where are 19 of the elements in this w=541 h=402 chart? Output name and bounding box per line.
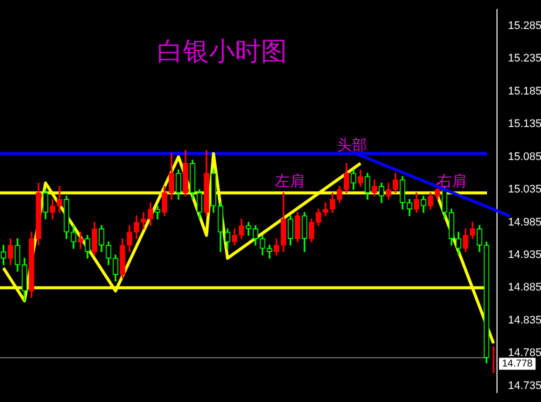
y-tick-label: 15.135 <box>508 118 541 130</box>
y-tick-label: 15.285 <box>508 20 541 32</box>
annotation: 左肩 <box>275 173 305 190</box>
y-tick-label: 15.235 <box>508 52 541 65</box>
ref-line-label: 14.778 <box>502 358 534 370</box>
y-tick-label: 14.835 <box>508 314 541 326</box>
y-tick-label: 15.085 <box>508 150 541 163</box>
y-tick-label: 14.935 <box>508 249 541 262</box>
y-tick-label: 15.185 <box>508 85 541 98</box>
annotation: 头部 <box>337 137 367 154</box>
y-tick-label: 14.985 <box>508 216 541 228</box>
text: 白银小时图 <box>157 36 287 66</box>
y-tick-label: 14.785 <box>508 347 541 360</box>
candlestick <box>56 186 62 213</box>
annotation: 右肩 <box>437 173 467 190</box>
y-tick-label: 15.035 <box>508 184 541 196</box>
y-tick-label: 14.885 <box>508 282 541 294</box>
candlestick <box>140 212 146 230</box>
y-tick-label: 14.735 <box>508 380 541 392</box>
